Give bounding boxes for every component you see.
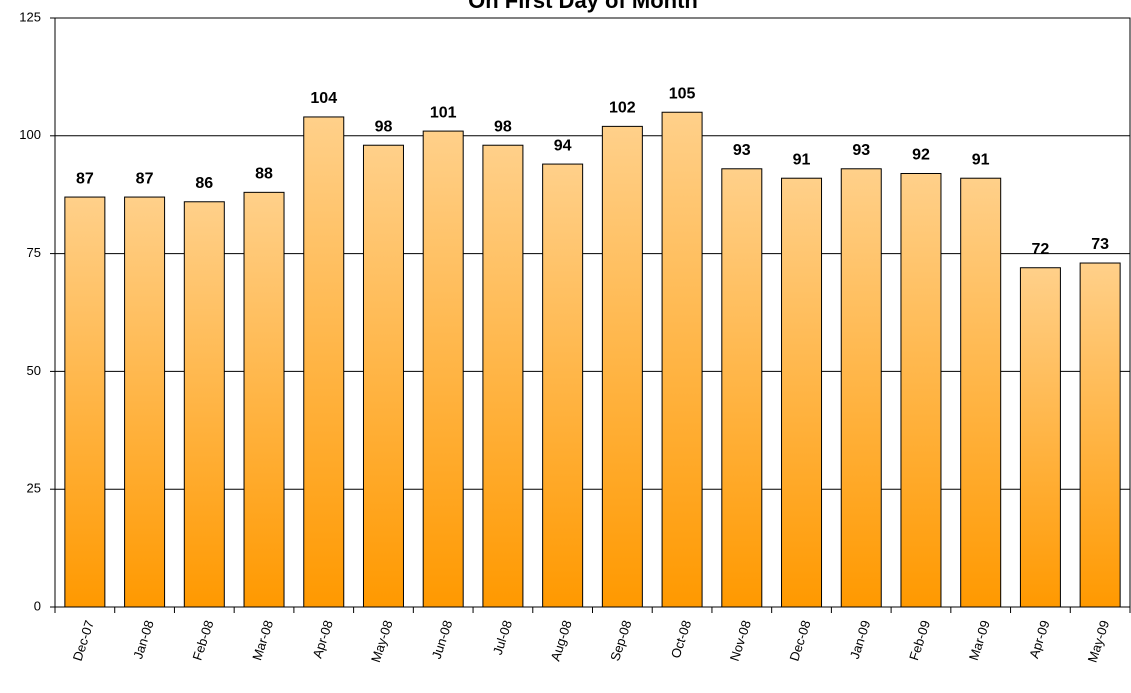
bar: [661, 111, 703, 608]
value-label: 93: [733, 142, 751, 159]
value-label: 91: [972, 151, 990, 168]
value-label: 72: [1032, 241, 1050, 258]
x-tick-label: Feb-08: [189, 618, 216, 662]
value-label: 93: [852, 142, 870, 159]
value-label: 101: [430, 104, 457, 121]
y-tick-label: 75: [27, 245, 41, 260]
value-label: 98: [494, 118, 512, 135]
bar: [721, 168, 763, 608]
value-label: 92: [912, 147, 930, 164]
y-tick-label: 100: [19, 127, 41, 142]
value-label: 91: [793, 151, 811, 168]
x-tick-label: Jan-09: [847, 618, 874, 660]
bar: [482, 144, 524, 608]
value-label: 88: [255, 166, 273, 183]
x-tick-label: Oct-08: [668, 618, 694, 660]
y-tick-label: 25: [27, 481, 41, 496]
value-label: 105: [669, 85, 696, 102]
bar: [900, 172, 942, 608]
bar: [422, 130, 464, 608]
x-tick-label: Sep-08: [607, 618, 634, 663]
x-tick-label: May-08: [368, 618, 396, 664]
bar: [960, 177, 1002, 608]
value-label: 73: [1091, 236, 1109, 253]
bar: [64, 196, 106, 608]
bar: [183, 201, 225, 608]
bar: [303, 116, 345, 608]
bar: [1079, 262, 1121, 608]
bar: [542, 163, 584, 608]
y-tick-label: 50: [27, 363, 41, 378]
value-label: 98: [375, 118, 393, 135]
bar: [781, 177, 823, 608]
x-tick-label: Dec-07: [70, 618, 97, 663]
x-tick-label: Apr-08: [310, 618, 336, 660]
y-tick-label: 0: [34, 598, 41, 613]
x-tick-label: Jan-08: [130, 618, 157, 660]
x-tick-label: Dec-08: [786, 618, 813, 663]
value-label: 87: [136, 170, 154, 187]
x-tick-label: May-09: [1085, 618, 1113, 664]
value-label: 94: [554, 137, 572, 154]
x-tick-label: Mar-08: [249, 618, 276, 662]
bar: [243, 191, 285, 608]
bar: [362, 144, 404, 608]
value-label: 104: [310, 90, 337, 107]
bar: [840, 168, 882, 608]
bar: [124, 196, 166, 608]
value-label: 87: [76, 170, 94, 187]
x-tick-label: Feb-09: [906, 618, 933, 662]
x-tick-label: Apr-09: [1026, 618, 1052, 660]
x-tick-label: Jul-08: [490, 618, 515, 656]
x-tick-label: Mar-09: [966, 618, 993, 662]
bar: [1019, 267, 1061, 608]
bar: [601, 125, 643, 608]
value-label: 102: [609, 100, 636, 117]
chart-title: On First Day of Month: [468, 0, 698, 13]
value-label: 86: [195, 175, 213, 192]
x-tick-label: Nov-08: [727, 618, 754, 663]
x-tick-label: Aug-08: [548, 618, 575, 663]
y-tick-label: 125: [19, 9, 41, 24]
x-tick-label: Jun-08: [429, 618, 456, 660]
